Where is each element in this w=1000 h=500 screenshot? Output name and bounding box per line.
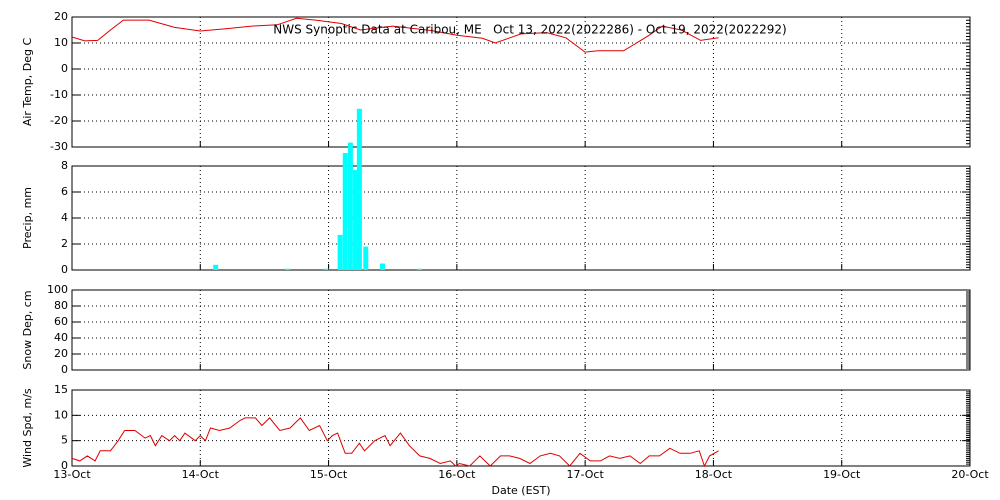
bar	[323, 268, 329, 270]
y-tick-label: 15	[54, 383, 68, 396]
y-tick-label: 8	[61, 159, 68, 172]
y-tick-label: 0	[61, 459, 68, 472]
y-tick-label: 100	[47, 283, 68, 296]
x-tick-label: 17-Oct	[566, 468, 604, 481]
y-tick-label: 40	[54, 331, 68, 344]
y-axis-label: Air Temp, Deg C	[21, 38, 34, 127]
y-axis-label: Wind Spd, m/s	[21, 388, 34, 468]
y-tick-label: 0	[61, 62, 68, 75]
y-tick-label: -10	[50, 88, 68, 101]
y-tick-label: -30	[50, 140, 68, 153]
y-tick-label: 10	[54, 408, 68, 421]
x-tick-label: 13-Oct	[53, 468, 91, 481]
y-tick-label: 2	[61, 237, 68, 250]
x-tick-label: 18-Oct	[695, 468, 733, 481]
chart-title: NWS Synoptic Data at Caribou, ME Oct 13,…	[273, 23, 787, 37]
panel-frame	[71, 289, 971, 371]
y-tick-label: 0	[61, 263, 68, 276]
line	[71, 417, 719, 468]
bar	[337, 234, 343, 270]
bar	[347, 142, 353, 270]
x-tick-label: 16-Oct	[438, 468, 476, 481]
y-tick-label: 4	[61, 211, 68, 224]
y-tick-label: -20	[50, 114, 68, 127]
y-tick-label: 10	[54, 36, 68, 49]
x-tick-label: 15-Oct	[310, 468, 348, 481]
y-axis-label: Snow Dep, cm	[21, 290, 34, 369]
panel-frame	[71, 389, 971, 467]
x-tick-label: 19-Oct	[823, 468, 861, 481]
x-tick-label: 14-Oct	[182, 468, 220, 481]
bar	[213, 264, 219, 270]
bar	[356, 108, 362, 270]
panel-frame	[71, 16, 971, 148]
bar	[285, 268, 291, 270]
y-tick-label: 20	[54, 347, 68, 360]
y-tick-label: 20	[54, 10, 68, 23]
bar	[353, 169, 359, 270]
y-axis-label: Precip, mm	[21, 187, 34, 249]
y-tick-label: 60	[54, 315, 68, 328]
x-axis-label: Date (EST)	[491, 484, 550, 497]
bar	[342, 153, 348, 270]
panel-frame	[71, 165, 971, 271]
bar	[379, 263, 385, 270]
line	[71, 17, 719, 53]
x-tick-label: 20-Oct	[951, 468, 989, 481]
y-tick-label: 5	[61, 434, 68, 447]
y-tick-label: 80	[54, 299, 68, 312]
bar	[363, 246, 369, 270]
y-tick-label: 6	[61, 185, 68, 198]
bar	[417, 268, 423, 270]
y-tick-label: 0	[61, 363, 68, 376]
